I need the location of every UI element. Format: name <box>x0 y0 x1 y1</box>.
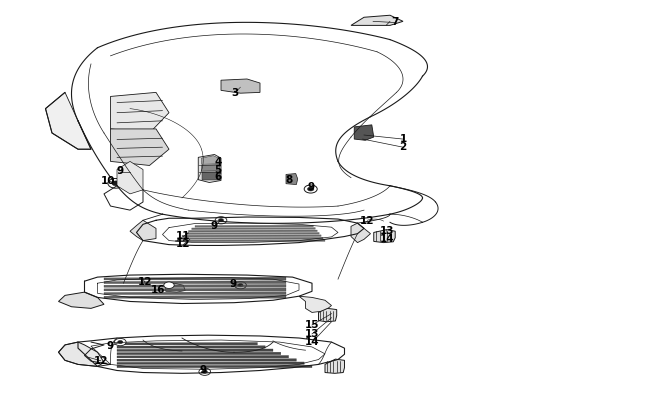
Circle shape <box>215 217 227 224</box>
Text: 9: 9 <box>229 279 236 288</box>
Text: 8: 8 <box>285 175 293 184</box>
Polygon shape <box>374 230 395 243</box>
Polygon shape <box>117 346 265 348</box>
Circle shape <box>127 170 133 174</box>
Polygon shape <box>117 352 281 355</box>
Circle shape <box>118 341 123 344</box>
Text: 13: 13 <box>305 328 319 338</box>
Text: 9: 9 <box>211 221 218 230</box>
Text: 12: 12 <box>94 355 108 364</box>
Text: 9: 9 <box>107 340 114 350</box>
Polygon shape <box>325 359 344 373</box>
Text: 16: 16 <box>151 285 165 294</box>
Polygon shape <box>354 126 374 141</box>
Text: 2: 2 <box>399 142 407 151</box>
Circle shape <box>114 339 126 346</box>
Polygon shape <box>46 93 91 150</box>
Text: 9: 9 <box>307 181 314 191</box>
Text: 3: 3 <box>231 88 239 98</box>
Polygon shape <box>111 130 169 166</box>
Polygon shape <box>58 342 104 367</box>
Text: 1: 1 <box>399 134 407 143</box>
Polygon shape <box>104 277 286 280</box>
Polygon shape <box>104 281 286 284</box>
Polygon shape <box>351 224 370 243</box>
Text: 12: 12 <box>360 216 374 226</box>
Polygon shape <box>117 365 312 368</box>
Text: 10: 10 <box>101 175 116 185</box>
Polygon shape <box>188 230 317 232</box>
Text: 9: 9 <box>200 364 206 374</box>
Circle shape <box>164 282 174 289</box>
Circle shape <box>238 284 243 287</box>
Polygon shape <box>117 162 143 194</box>
Polygon shape <box>117 356 289 358</box>
Polygon shape <box>117 359 296 361</box>
Polygon shape <box>104 296 286 298</box>
Text: 14: 14 <box>305 337 319 346</box>
Polygon shape <box>195 226 313 228</box>
Polygon shape <box>286 174 298 185</box>
Polygon shape <box>166 284 185 292</box>
Circle shape <box>304 185 317 194</box>
Polygon shape <box>117 349 273 352</box>
Polygon shape <box>104 288 286 291</box>
Polygon shape <box>192 228 315 230</box>
Polygon shape <box>104 285 286 288</box>
Circle shape <box>124 168 136 176</box>
Polygon shape <box>299 296 332 313</box>
Text: 7: 7 <box>391 17 399 27</box>
Polygon shape <box>104 292 286 295</box>
Polygon shape <box>351 16 403 26</box>
Circle shape <box>202 370 207 373</box>
Text: 14: 14 <box>380 233 394 243</box>
Polygon shape <box>58 292 104 309</box>
Polygon shape <box>202 156 220 165</box>
Polygon shape <box>117 362 304 364</box>
Circle shape <box>235 282 246 289</box>
Polygon shape <box>179 238 323 240</box>
Polygon shape <box>198 155 221 183</box>
Polygon shape <box>318 309 337 322</box>
Circle shape <box>218 219 224 222</box>
Text: 4: 4 <box>214 157 222 167</box>
Polygon shape <box>221 80 260 94</box>
Polygon shape <box>202 173 220 180</box>
Text: 11: 11 <box>176 231 190 241</box>
Polygon shape <box>176 240 325 242</box>
Text: 6: 6 <box>214 172 222 182</box>
Circle shape <box>112 181 120 186</box>
Polygon shape <box>111 93 169 134</box>
Text: 5: 5 <box>214 164 222 174</box>
Circle shape <box>199 368 211 375</box>
Polygon shape <box>185 233 319 235</box>
Text: 9: 9 <box>117 166 124 176</box>
Polygon shape <box>182 235 321 237</box>
Text: 15: 15 <box>305 319 319 329</box>
Circle shape <box>307 188 314 192</box>
Circle shape <box>108 179 124 189</box>
Polygon shape <box>130 221 156 241</box>
Text: 13: 13 <box>380 225 394 235</box>
Polygon shape <box>117 343 257 345</box>
Text: 12: 12 <box>176 239 190 249</box>
Text: 12: 12 <box>138 277 152 286</box>
Polygon shape <box>202 166 220 172</box>
